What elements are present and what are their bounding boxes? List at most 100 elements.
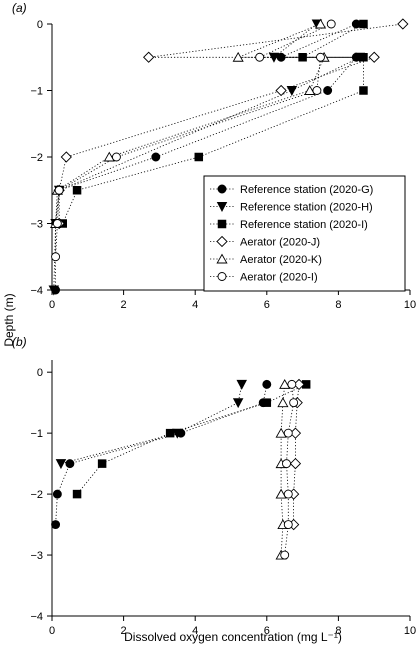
data-point (359, 19, 368, 29)
data-point (287, 379, 297, 389)
data-point (172, 428, 183, 439)
legend-label: Aerator (2020-K) (240, 254, 322, 266)
data-point (359, 86, 368, 95)
data-point (276, 52, 286, 62)
data-point (351, 19, 361, 29)
shared-y-axis-label: Depth (m) (2, 293, 16, 346)
y-tick-label: −3 (30, 550, 43, 562)
data-point (298, 53, 307, 62)
plot-area (55, 384, 307, 556)
y-tick-label: −2 (30, 489, 43, 501)
legend-marker (216, 235, 228, 248)
data-point (359, 53, 368, 62)
legend-marker (217, 272, 227, 281)
data-point (65, 459, 75, 469)
legend-label: Reference station (2020-G) (240, 184, 373, 196)
data-point (368, 51, 380, 63)
data-point (111, 152, 121, 162)
shared-x-axis-label: Dissolved oxygen concentration (mg L⁻¹) (124, 630, 342, 644)
data-point (279, 378, 291, 389)
series-line (55, 24, 332, 257)
x-tick-label: 8 (335, 299, 341, 311)
legend-label: Reference station (2020-H) (240, 202, 373, 214)
data-point (312, 86, 322, 95)
legend-marker (217, 184, 227, 194)
x-tick-label: 4 (192, 299, 198, 311)
y-tick-label: −2 (30, 152, 43, 164)
panel-a-chart: (a) 0 −1 −2 −3 −4 0 2 4 6 8 10 Reference station (20… (12, 1, 416, 311)
y-tick-label: −1 (30, 86, 43, 98)
data-point (275, 84, 287, 97)
data-point (236, 379, 247, 390)
x-tick-label: 2 (121, 299, 127, 311)
data-point (51, 520, 61, 530)
y-tick-label: −4 (30, 611, 43, 623)
data-point (103, 151, 115, 162)
data-point (283, 489, 293, 499)
legend-box (203, 175, 406, 292)
legend-label: Reference station (2020-I) (240, 219, 368, 231)
panel-label: (a) (12, 1, 27, 15)
series-line (284, 384, 295, 556)
data-point (289, 457, 302, 470)
data-point (397, 18, 409, 30)
data-point (255, 52, 265, 62)
y-tick-label: −4 (30, 285, 43, 297)
data-point (275, 427, 287, 438)
data-point (275, 488, 287, 499)
x-tick-label: 10 (404, 625, 416, 637)
x-tick-label: 2 (121, 625, 127, 637)
x-tick-label: 6 (264, 625, 270, 637)
y-tick-label: −3 (30, 219, 43, 231)
panel-b-chart: (b) 0 −1 −2 −3 −4 0 2 4 6 8 10 (12, 335, 416, 637)
data-point (280, 550, 290, 560)
data-point (151, 152, 161, 162)
data-point (72, 185, 82, 195)
x-tick-label: 10 (404, 299, 416, 311)
legend-marker (216, 253, 228, 264)
data-point (54, 185, 64, 195)
y-tick-label: 0 (37, 367, 43, 379)
y-tick-label: 0 (37, 19, 43, 31)
x-tick-label: 4 (192, 625, 198, 637)
data-point (52, 489, 62, 499)
x-tick-label: 8 (335, 625, 341, 637)
data-point (143, 51, 155, 63)
y-tick-label: −1 (30, 428, 43, 440)
data-point (262, 398, 272, 407)
data-point (72, 489, 82, 499)
panel-label: (b) (12, 335, 27, 349)
data-point (283, 428, 293, 438)
data-point (323, 86, 333, 95)
data-point (232, 51, 244, 62)
series-line (76, 384, 307, 495)
x-tick-label: 0 (49, 299, 55, 311)
data-point (289, 398, 299, 408)
legend-marker (217, 219, 227, 229)
data-point (262, 379, 272, 389)
data-point (314, 18, 327, 29)
series-line (293, 384, 300, 525)
data-point (97, 459, 107, 468)
data-point (55, 459, 67, 470)
data-point (283, 520, 293, 530)
legend-label: Aerator (2020-J) (240, 237, 320, 249)
data-point (52, 219, 62, 228)
data-point (51, 252, 61, 262)
data-point (286, 86, 298, 96)
x-tick-label: 6 (264, 299, 270, 311)
data-point (277, 397, 289, 408)
legend-marker (216, 202, 228, 212)
legend-label: Aerator (2020-I) (240, 272, 318, 284)
data-point (60, 151, 72, 163)
data-point (268, 52, 280, 63)
data-point (194, 152, 204, 162)
data-point (165, 428, 175, 438)
data-point (282, 459, 291, 469)
series-line (55, 384, 268, 525)
data-point (232, 398, 244, 409)
series-line (280, 384, 286, 556)
series-line (60, 384, 243, 464)
data-point (48, 285, 60, 296)
